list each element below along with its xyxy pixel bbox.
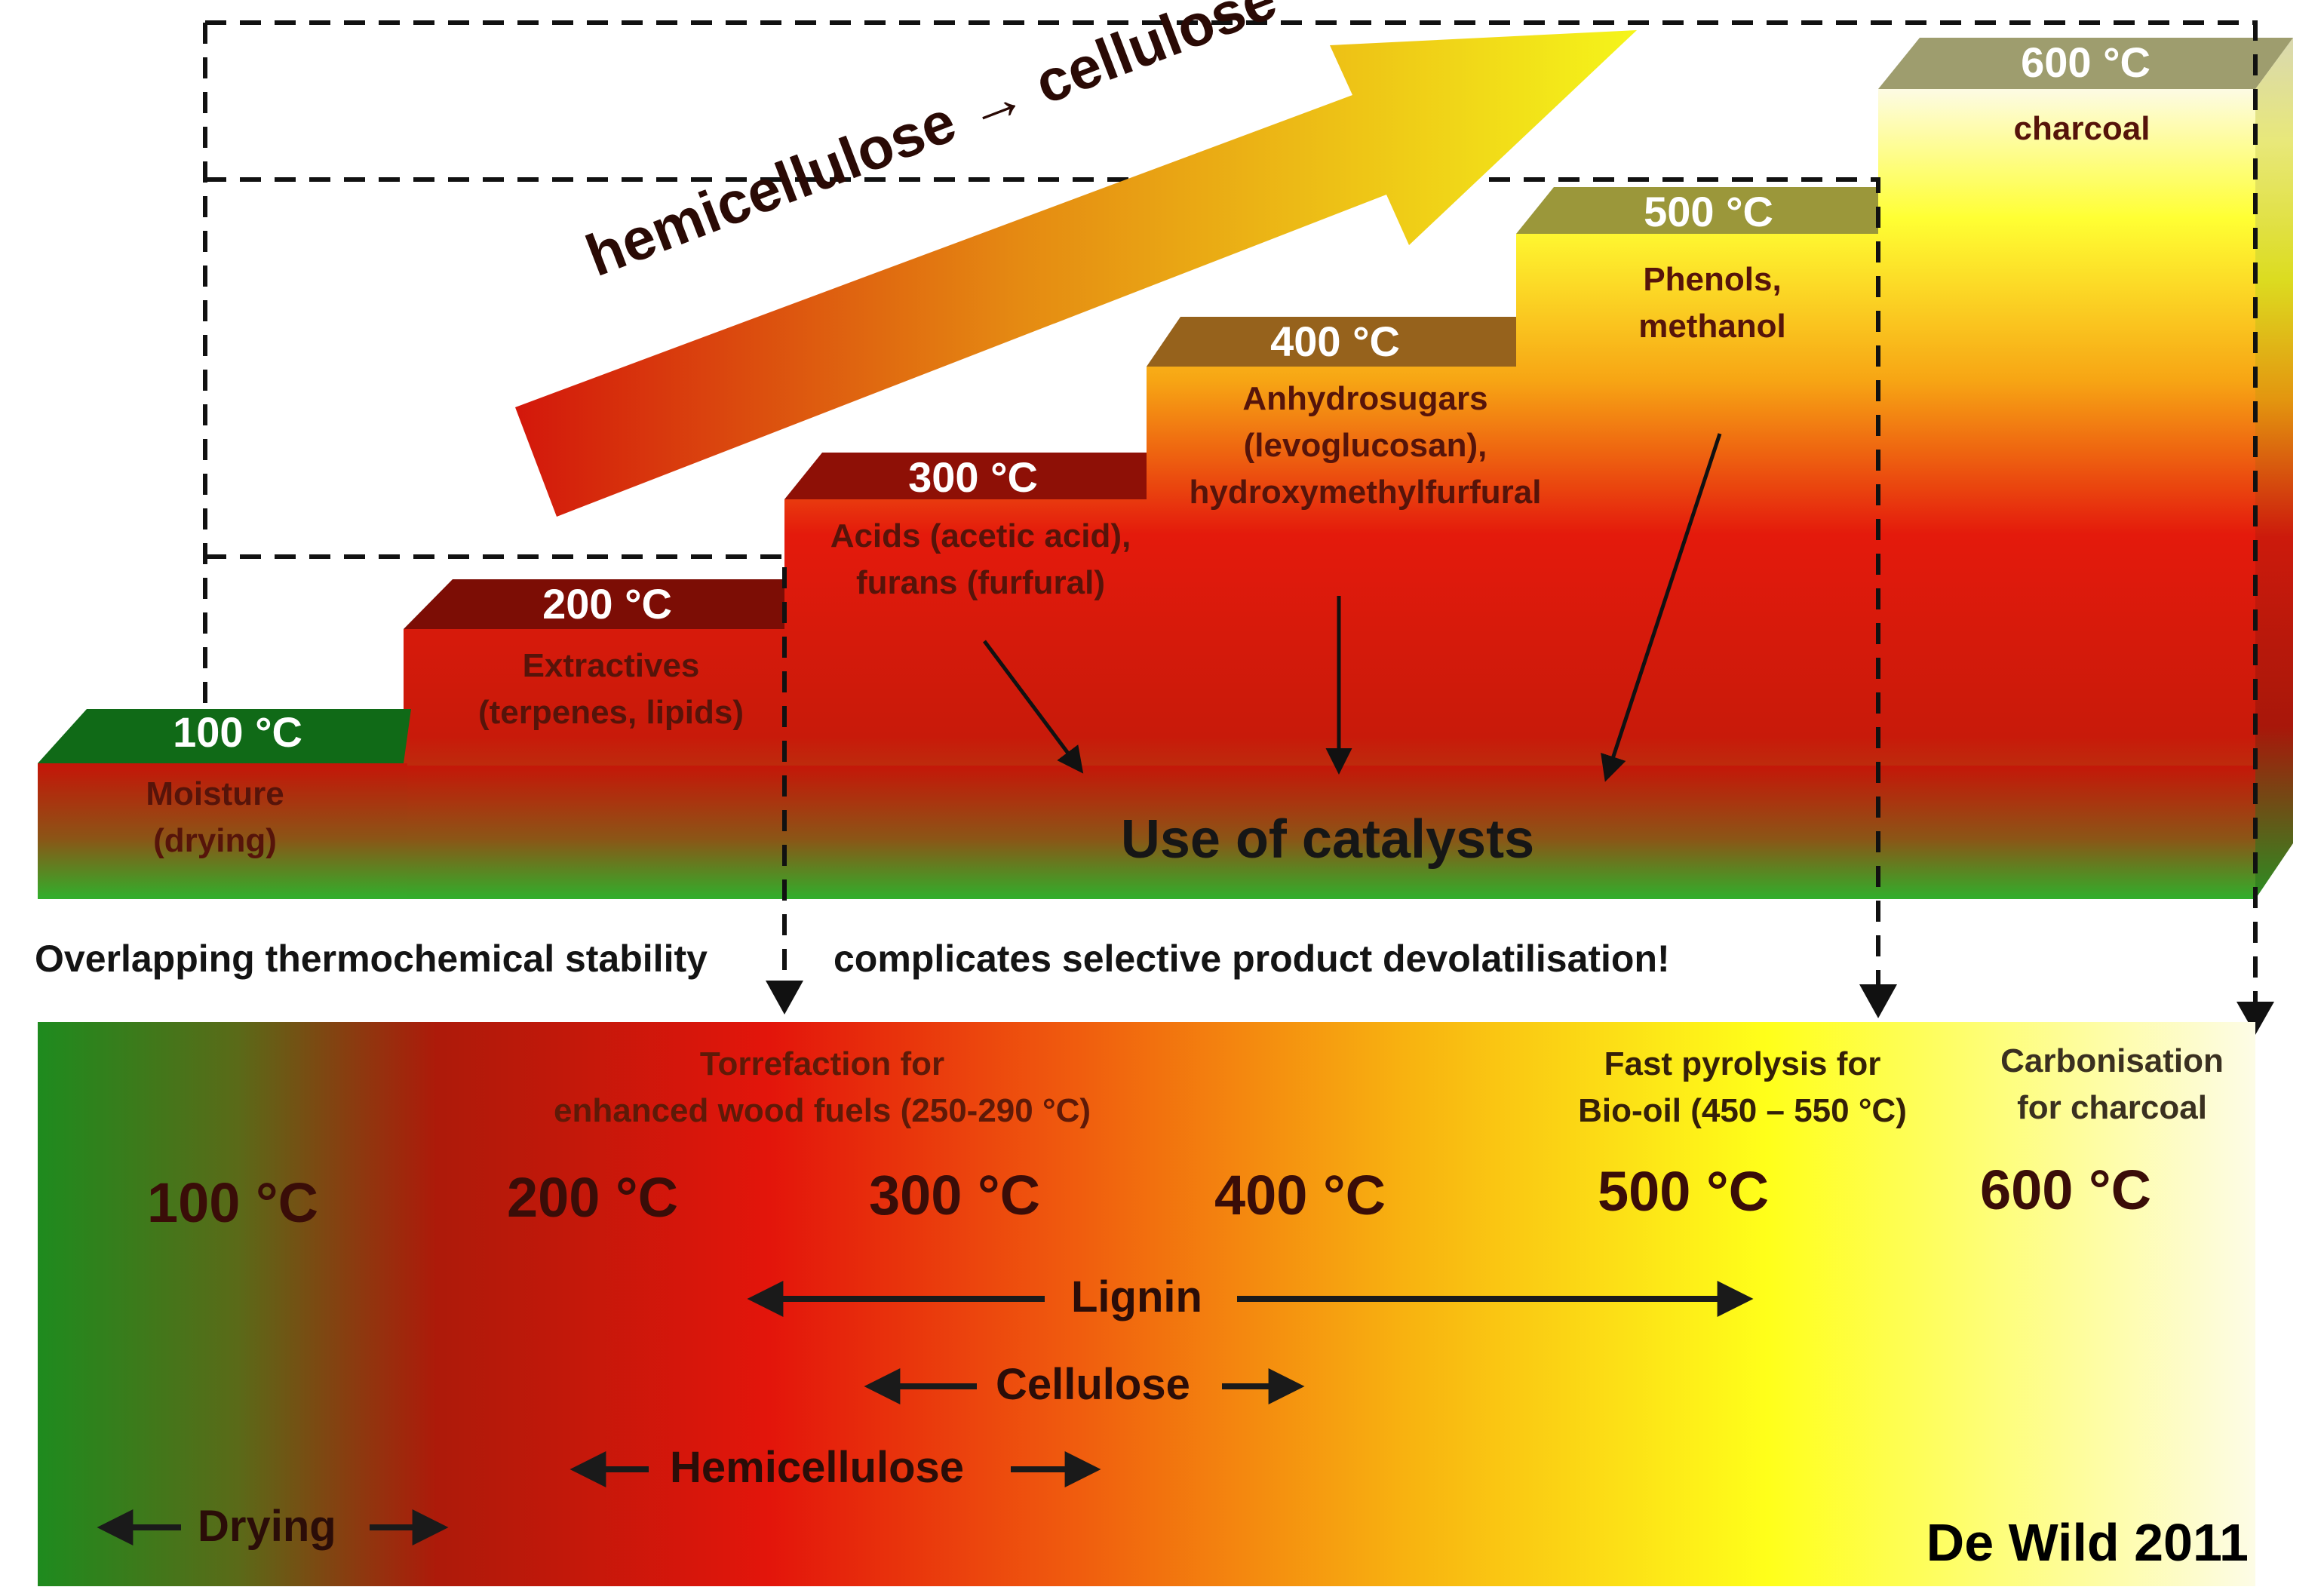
process-line: Torrefaction for	[699, 1045, 945, 1082]
warning-left: Overlapping thermochemical stability	[35, 938, 708, 980]
process-line: Bio-oil (450 – 550 °C)	[1578, 1092, 1907, 1129]
cap-600	[1878, 38, 2293, 89]
product-line: methanol	[1638, 308, 1786, 345]
dashed-arrowheads	[766, 981, 2274, 1035]
process-torrefaction: Torrefaction for enhanced wood fuels (25…	[490, 1041, 1154, 1134]
product-acids-furans: Acids (acetic acid), furans (furfural)	[784, 513, 1177, 606]
range-cellulose: Cellulose	[996, 1360, 1190, 1409]
scale-500: 500 °C	[1598, 1160, 1770, 1223]
step-temp-100: 100 °C	[173, 708, 302, 756]
step-temp-400: 400 °C	[1270, 318, 1400, 365]
product-line: furans (furfural)	[856, 564, 1105, 601]
product-extractives: Extractives (terpenes, lipids)	[422, 643, 800, 736]
scale-100: 100 °C	[147, 1171, 319, 1234]
process-line: Carbonisation	[2000, 1042, 2224, 1079]
product-line: (drying)	[153, 822, 277, 859]
scale-300: 300 °C	[869, 1164, 1041, 1226]
staircase	[38, 38, 2293, 899]
cap-500	[1516, 187, 1878, 234]
product-arrows	[982, 433, 1722, 782]
range-lignin: Lignin	[1071, 1272, 1202, 1321]
staircase-side	[2255, 38, 2293, 899]
product-line: Moisture	[146, 775, 284, 812]
process-line: Fast pyrolysis for	[1604, 1045, 1881, 1082]
range-drying: Drying	[198, 1502, 336, 1551]
product-phenols: Phenols, methanol	[1561, 256, 1863, 350]
product-line: charcoal	[2013, 110, 2151, 147]
product-line: (terpenes, lipids)	[477, 694, 744, 731]
cap-100	[38, 709, 411, 763]
cap-300	[784, 453, 1147, 499]
scale-200: 200 °C	[507, 1166, 679, 1229]
product-line: hydroxymethylfurfural	[1189, 474, 1542, 511]
warning-right: complicates selective product devolatili…	[834, 938, 1670, 980]
step-temp-600: 600 °C	[2021, 38, 2151, 86]
temperature-scale-bar	[38, 1022, 2255, 1586]
product-line: Phenols,	[1643, 261, 1782, 298]
product-line: Acids (acetic acid),	[830, 517, 1131, 554]
process-fast-pyrolysis: Fast pyrolysis for Bio-oil (450 – 550 °C…	[1531, 1041, 1954, 1134]
cap-200	[404, 579, 784, 629]
product-line: Anhydrosugars	[1242, 380, 1488, 417]
range-hemicellulose: Hemicellulose	[670, 1443, 965, 1492]
product-anhydrosugars: Anhydrosugars (levoglucosan), hydroxymet…	[1150, 376, 1580, 516]
scale-600: 600 °C	[1980, 1159, 2152, 1221]
process-line: enhanced wood fuels (250-290 °C)	[554, 1092, 1091, 1129]
process-line: for charcoal	[2017, 1089, 2207, 1126]
step-temp-200: 200 °C	[542, 580, 672, 628]
product-line: Extractives	[522, 647, 700, 684]
product-charcoal: charcoal	[1931, 106, 2233, 152]
big-arrow	[515, 30, 1637, 517]
dashed-guides	[203, 20, 2258, 1007]
scale-400: 400 °C	[1214, 1164, 1386, 1226]
product-line: (levoglucosan),	[1243, 427, 1487, 464]
cap-400	[1147, 317, 1516, 367]
catalysts-label: Use of catalysts	[1120, 809, 1535, 870]
product-moisture: Moisture (drying)	[72, 771, 358, 864]
step-temp-300: 300 °C	[908, 453, 1038, 501]
step-temp-500: 500 °C	[1644, 188, 1773, 235]
process-carbonisation: Carbonisation for charcoal	[1954, 1038, 2270, 1131]
range-arrows	[97, 1281, 1754, 1545]
credit-label: De Wild 2011	[1926, 1513, 2249, 1572]
